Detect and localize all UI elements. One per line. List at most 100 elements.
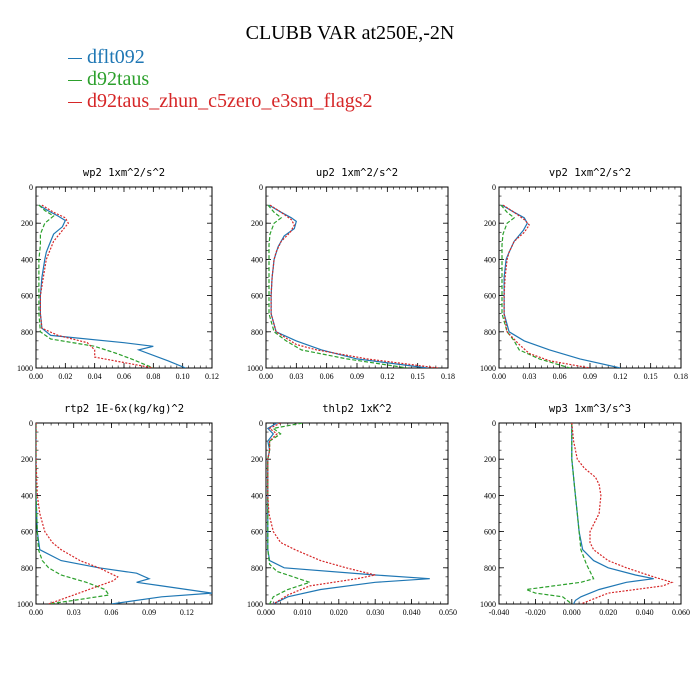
series-line-d92taus xyxy=(500,204,570,368)
y-tick-label: 600 xyxy=(251,528,263,537)
y-tick-label: 200 xyxy=(484,455,496,464)
x-tick-label: -0.040 xyxy=(489,608,510,617)
plot-panel: vp2 1xm^2/s^2 0.00 0.03 0.06 0.09 0.12 0.15 0.1… xyxy=(480,167,688,381)
legend-swatch xyxy=(68,57,82,59)
x-tick-label: 0.15 xyxy=(411,372,425,381)
y-tick-label: 200 xyxy=(251,455,263,464)
y-tick-label: 0 xyxy=(29,183,33,192)
plot-title: thlp2 1xK^2 xyxy=(322,403,392,415)
plot-frame xyxy=(498,422,682,605)
series-line-d92taus xyxy=(523,423,595,604)
x-tick-label: 0.060 xyxy=(672,608,690,617)
y-tick-label: 0 xyxy=(492,419,496,428)
x-tick-label: 0.00 xyxy=(492,372,506,381)
y-tick-label: 1000 xyxy=(17,364,33,373)
series-line-dflt092 xyxy=(38,204,186,368)
y-tick-label: 0 xyxy=(29,419,33,428)
series-line-d92taus-zhun-c5zero-e3sm-flags2 xyxy=(571,423,674,604)
x-tick-label: 0.06 xyxy=(553,372,567,381)
x-tick-label: 0.00 xyxy=(29,608,43,617)
series-line-dflt092 xyxy=(36,423,212,604)
plot-panel: wp3 1xm^3/s^3 -0.040 -0.020 0.000 0.020 0.040… xyxy=(480,403,690,617)
y-tick-label: 1000 xyxy=(247,364,263,373)
x-tick-label: 0.15 xyxy=(644,372,658,381)
y-tick-label: 600 xyxy=(251,292,263,301)
series-line-d92taus-zhun-c5zero-e3sm-flags2 xyxy=(269,204,438,368)
y-tick-label: 800 xyxy=(21,564,33,573)
x-tick-label: 0.12 xyxy=(380,372,394,381)
y-tick-label: 1000 xyxy=(247,600,263,609)
y-tick-label: 800 xyxy=(484,564,496,573)
series-line-dflt092 xyxy=(268,204,428,368)
series-line-d92taus xyxy=(267,423,312,604)
x-tick-label: -0.020 xyxy=(525,608,546,617)
legend-label: d92taus_zhun_c5zero_e3sm_flags2 xyxy=(87,90,373,112)
y-tick-label: 200 xyxy=(21,219,33,228)
x-tick-label: 0.08 xyxy=(146,372,160,381)
plot-title: vp2 1xm^2/s^2 xyxy=(549,167,631,179)
plot-title: up2 1xm^2/s^2 xyxy=(316,167,398,179)
series-line-dflt092 xyxy=(571,423,654,604)
y-tick-label: 400 xyxy=(21,255,33,264)
y-tick-label: 400 xyxy=(484,255,496,264)
x-tick-label: 0.09 xyxy=(350,372,364,381)
x-tick-label: 0.030 xyxy=(366,608,384,617)
y-tick-label: 600 xyxy=(484,528,496,537)
y-tick-label: 800 xyxy=(251,328,263,337)
x-tick-label: 0.02 xyxy=(58,372,72,381)
x-tick-label: 0.000 xyxy=(563,608,581,617)
y-tick-label: 1000 xyxy=(480,364,496,373)
legend-entry-dflt092: dflt092 xyxy=(68,46,145,68)
legend-entry-d92taus-zhun: d92taus_zhun_c5zero_e3sm_flags2 xyxy=(68,90,372,112)
plot-title: wp3 1xm^3/s^3 xyxy=(549,403,631,415)
x-tick-label: 0.06 xyxy=(320,372,334,381)
series-line-dflt092 xyxy=(266,423,430,604)
y-tick-label: 600 xyxy=(21,528,33,537)
y-tick-label: 1000 xyxy=(480,600,496,609)
y-tick-label: 1000 xyxy=(17,600,33,609)
x-tick-label: 0.050 xyxy=(439,608,457,617)
legend-label: d92taus xyxy=(87,68,150,90)
series-line-dflt092 xyxy=(501,204,621,368)
y-tick-label: 0 xyxy=(259,419,263,428)
legend-swatch xyxy=(68,79,82,81)
x-tick-label: 0.040 xyxy=(403,608,421,617)
y-tick-label: 400 xyxy=(251,491,263,500)
x-tick-label: 0.040 xyxy=(636,608,654,617)
plot-title: wp2 1xm^2/s^2 xyxy=(83,167,165,179)
plot-panel: up2 1xm^2/s^2 0.00 0.03 0.06 0.09 0.12 0.15 0.1… xyxy=(247,167,455,381)
plot-title: rtp2 1E-6x(kg/kg)^2 xyxy=(64,403,184,415)
figure-title: CLUBB VAR at250E,-2N xyxy=(245,22,455,44)
x-tick-label: 0.00 xyxy=(29,372,43,381)
x-tick-label: 0.04 xyxy=(88,372,102,381)
x-tick-label: 0.00 xyxy=(259,372,273,381)
plot-panel: rtp2 1E-6x(kg/kg)^2 0.00 0.03 0.06 0.09 0.12 0… xyxy=(17,403,213,617)
y-tick-label: 600 xyxy=(21,292,33,301)
x-tick-label: 0.03 xyxy=(289,372,303,381)
y-tick-label: 0 xyxy=(492,183,496,192)
y-tick-label: 200 xyxy=(251,219,263,228)
y-tick-label: 400 xyxy=(251,255,263,264)
x-tick-label: 0.18 xyxy=(441,372,455,381)
plot-frame xyxy=(35,422,213,605)
legend-entry-d92taus: d92taus xyxy=(68,68,149,90)
x-tick-label: 0.03 xyxy=(67,608,81,617)
x-tick-label: 0.000 xyxy=(257,608,275,617)
plot-panel: thlp2 1xK^2 0.000 0.010 0.020 0.030 0.040 0.05… xyxy=(247,403,457,617)
y-tick-label: 200 xyxy=(484,219,496,228)
x-tick-label: 0.18 xyxy=(674,372,688,381)
series-line-d92taus-zhun-c5zero-e3sm-flags2 xyxy=(267,423,376,604)
y-tick-label: 800 xyxy=(251,564,263,573)
x-tick-label: 0.06 xyxy=(104,608,118,617)
y-tick-label: 800 xyxy=(484,328,496,337)
x-tick-label: 0.010 xyxy=(293,608,311,617)
y-tick-label: 0 xyxy=(259,183,263,192)
legend-label: dflt092 xyxy=(87,46,145,68)
series-line-d92taus-zhun-c5zero-e3sm-flags2 xyxy=(39,204,154,368)
legend-swatch xyxy=(68,101,82,103)
y-tick-label: 600 xyxy=(484,292,496,301)
x-tick-label: 0.09 xyxy=(142,608,156,617)
plot-frame xyxy=(265,422,449,605)
plot-frame xyxy=(265,186,449,369)
